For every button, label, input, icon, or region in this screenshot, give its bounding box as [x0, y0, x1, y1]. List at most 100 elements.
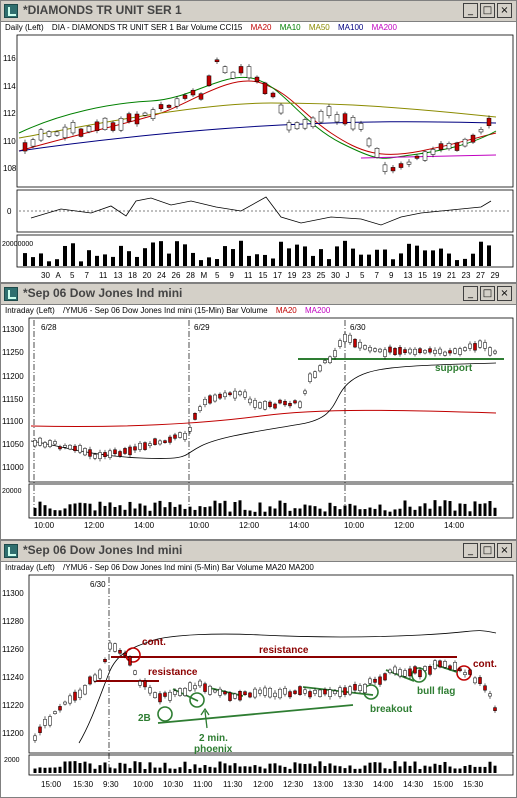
volume-bar [183, 761, 187, 773]
date-tick: 5 [215, 271, 220, 280]
time-tick: 11:30 [223, 780, 243, 789]
volume-bar [458, 768, 462, 773]
volume-bar [428, 508, 432, 516]
price-bar [38, 129, 44, 141]
price-bar [208, 685, 212, 695]
volume-bar [423, 765, 427, 773]
intraday-15min-chart[interactable]: 11300 11250 11200 11150 11100 11050 1100… [1, 316, 516, 540]
title-bar[interactable]: *Sep 06 Dow Jones Ind mini _ □ × [1, 284, 516, 305]
time-tick: 15:00 [41, 780, 62, 789]
volume-bar [93, 768, 97, 773]
volume-bar [233, 763, 237, 773]
volume-bar [353, 505, 357, 516]
volume-bar [338, 509, 342, 516]
volume-bar [198, 506, 202, 516]
maximize-button[interactable]: □ [480, 3, 495, 18]
time-tick: 12:30 [283, 780, 304, 789]
volume-bar [163, 762, 167, 773]
price-bar [138, 442, 142, 450]
close-button[interactable]: × [497, 286, 512, 301]
volume-bar [483, 503, 487, 516]
volume-bar [348, 765, 352, 773]
volume-bar [193, 509, 197, 516]
volume-bar [478, 503, 482, 516]
maximize-button[interactable]: □ [480, 286, 495, 301]
price-bar [338, 340, 342, 347]
volume-bar [287, 248, 291, 266]
price-bar [68, 444, 72, 450]
2b-label: 2B [138, 713, 151, 724]
ma20-line [18, 80, 497, 155]
price-bar [68, 695, 72, 704]
price-bar [323, 360, 327, 364]
volume-bar [119, 245, 123, 266]
volume-bar [93, 510, 97, 516]
price-bar [33, 440, 37, 447]
minimize-button[interactable]: _ [463, 543, 478, 558]
cci-line [30, 196, 492, 226]
price-bar [163, 692, 167, 697]
price-tick: 11280 [2, 617, 24, 626]
volume-bar [438, 506, 442, 516]
price-bar [453, 662, 457, 671]
price-bar [293, 690, 297, 694]
price-bar [203, 683, 207, 692]
volume-bar [318, 508, 322, 516]
price-bar [158, 440, 162, 445]
daily-price-chart[interactable]: 116 114 112 110 108 0 20000000 30 A 5 7 11 13… [1, 33, 516, 283]
price-bar [358, 341, 362, 349]
ma20-line [78, 630, 497, 744]
chart-app-icon[interactable] [4, 287, 18, 301]
price-bar [408, 668, 412, 677]
price-bar [368, 678, 372, 684]
bull-flag-circle [411, 667, 427, 683]
volume-bar [193, 764, 197, 773]
volume-bar [128, 501, 132, 516]
price-bar [433, 660, 437, 669]
volume-bar [283, 766, 287, 773]
title-bar[interactable]: *Sep 06 Dow Jones Ind mini _ □ × [1, 541, 516, 562]
minimize-button[interactable]: _ [463, 286, 478, 301]
volume-bar [95, 255, 99, 266]
ma100-line [18, 121, 497, 152]
volume-bar [247, 255, 251, 266]
price-bar [374, 148, 380, 158]
price-bar [174, 98, 180, 107]
volume-bar [428, 766, 432, 773]
close-button[interactable]: × [497, 3, 512, 18]
price-bar [403, 349, 407, 354]
price-bar [228, 392, 232, 396]
time-tick: 14:00 [373, 780, 394, 789]
volume-bar [207, 257, 211, 266]
time-tick: 13:00 [313, 780, 334, 789]
volume-bar [333, 765, 337, 773]
volume-bar [313, 766, 317, 773]
volume-bar [223, 763, 227, 773]
chart-app-icon[interactable] [4, 4, 18, 18]
minimize-button[interactable]: _ [463, 3, 478, 18]
price-bar [22, 142, 28, 152]
maximize-button[interactable]: □ [480, 543, 495, 558]
price-bar [363, 683, 367, 693]
price-bar [188, 427, 192, 432]
breakout-line [302, 686, 374, 696]
price-bar [406, 161, 412, 165]
volume-bar [443, 500, 447, 516]
price-bar [350, 117, 356, 130]
price-bar [198, 406, 202, 411]
volume-bar [143, 248, 147, 266]
price-bar [423, 350, 427, 354]
price-bar [38, 437, 42, 446]
volume-bar [448, 501, 452, 516]
chart-app-icon[interactable] [4, 544, 18, 558]
price-bar [123, 448, 127, 454]
volume-bar [468, 511, 472, 516]
volume-bar [167, 253, 171, 266]
price-bar [488, 693, 492, 697]
price-bar [326, 106, 332, 116]
intraday-5min-chart[interactable]: 11300 11280 11260 11240 11220 11200 2000… [1, 573, 516, 798]
volume-bar [403, 761, 407, 773]
close-button[interactable]: × [497, 543, 512, 558]
title-bar[interactable]: *DIAMONDS TR UNIT SER 1 _ □ × [1, 1, 516, 22]
date-tick: 19 [288, 271, 297, 280]
